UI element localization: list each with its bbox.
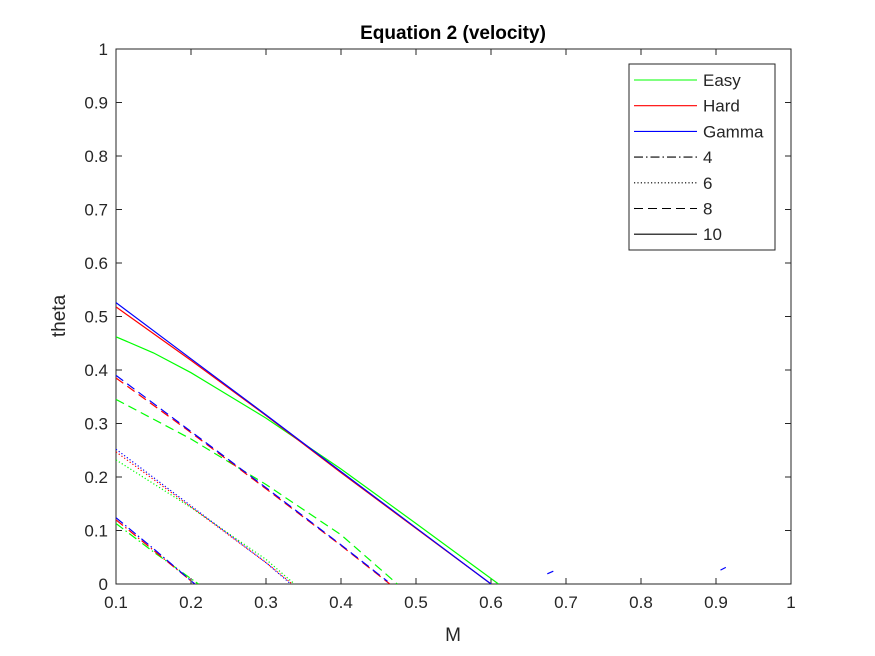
legend-label-easy: Easy xyxy=(703,71,741,90)
y-tick-label: 0.6 xyxy=(84,254,108,273)
series-line-gamma-10-13 xyxy=(720,566,727,571)
series-line-easy-6-6 xyxy=(116,459,295,584)
legend-label-10: 10 xyxy=(703,225,722,244)
series-line-gamma-6-8 xyxy=(116,448,292,584)
series-line-easy-4-9 xyxy=(116,523,199,584)
y-tick-label: 0 xyxy=(99,575,108,594)
x-tick-label: 1 xyxy=(786,593,795,612)
series-line-easy-8-3 xyxy=(116,398,398,584)
x-tick-label: 0.6 xyxy=(479,593,503,612)
x-tick-label: 0.5 xyxy=(404,593,428,612)
y-tick-label: 0.7 xyxy=(84,201,108,220)
legend-label-6: 6 xyxy=(703,174,712,193)
x-tick-label: 0.7 xyxy=(554,593,578,612)
y-axis-label: theta xyxy=(49,294,70,337)
x-tick-label: 0.3 xyxy=(254,593,278,612)
x-axis: 0.1 0.2 0.3 0.4 0.5 0.6 0.7 0.8 0.9 1 xyxy=(104,49,796,612)
legend-label-8: 8 xyxy=(703,200,712,219)
x-tick-label: 0.1 xyxy=(104,593,128,612)
series-line-hard-6-7 xyxy=(116,451,293,584)
series-layer xyxy=(116,302,727,584)
chart-title: Equation 2 (velocity) xyxy=(360,23,546,44)
y-tick-label: 0.3 xyxy=(84,415,108,434)
x-axis-label: M xyxy=(445,625,461,646)
y-tick-label: 1 xyxy=(99,40,108,59)
series-line-gamma-4-11 xyxy=(116,517,196,584)
y-tick-label: 0.2 xyxy=(84,468,108,487)
legend: Easy Hard Gamma 4 6 8 10 xyxy=(628,63,776,251)
x-tick-label: 0.4 xyxy=(329,593,353,612)
x-tick-label: 0.2 xyxy=(179,593,203,612)
series-line-easy-10-0 xyxy=(116,336,499,584)
y-tick-label: 0.1 xyxy=(84,522,108,541)
y-axis: 0 0.1 0.2 0.3 0.4 0.5 0.6 0.7 0.8 0.9 1 xyxy=(84,40,791,594)
y-tick-label: 0.9 xyxy=(84,94,108,113)
legend-label-4: 4 xyxy=(703,148,712,167)
y-tick-label: 0.8 xyxy=(84,147,108,166)
series-line-gamma-10-2 xyxy=(116,302,492,584)
legend-label-gamma: Gamma xyxy=(703,122,764,141)
legend-label-hard: Hard xyxy=(703,97,740,116)
series-line-gamma-10-12 xyxy=(547,570,554,575)
y-tick-label: 0.4 xyxy=(84,361,108,380)
series-line-gamma-8-5 xyxy=(116,374,388,582)
x-tick-label: 0.9 xyxy=(704,593,728,612)
y-tick-label: 0.5 xyxy=(84,308,108,327)
x-tick-label: 0.8 xyxy=(629,593,653,612)
